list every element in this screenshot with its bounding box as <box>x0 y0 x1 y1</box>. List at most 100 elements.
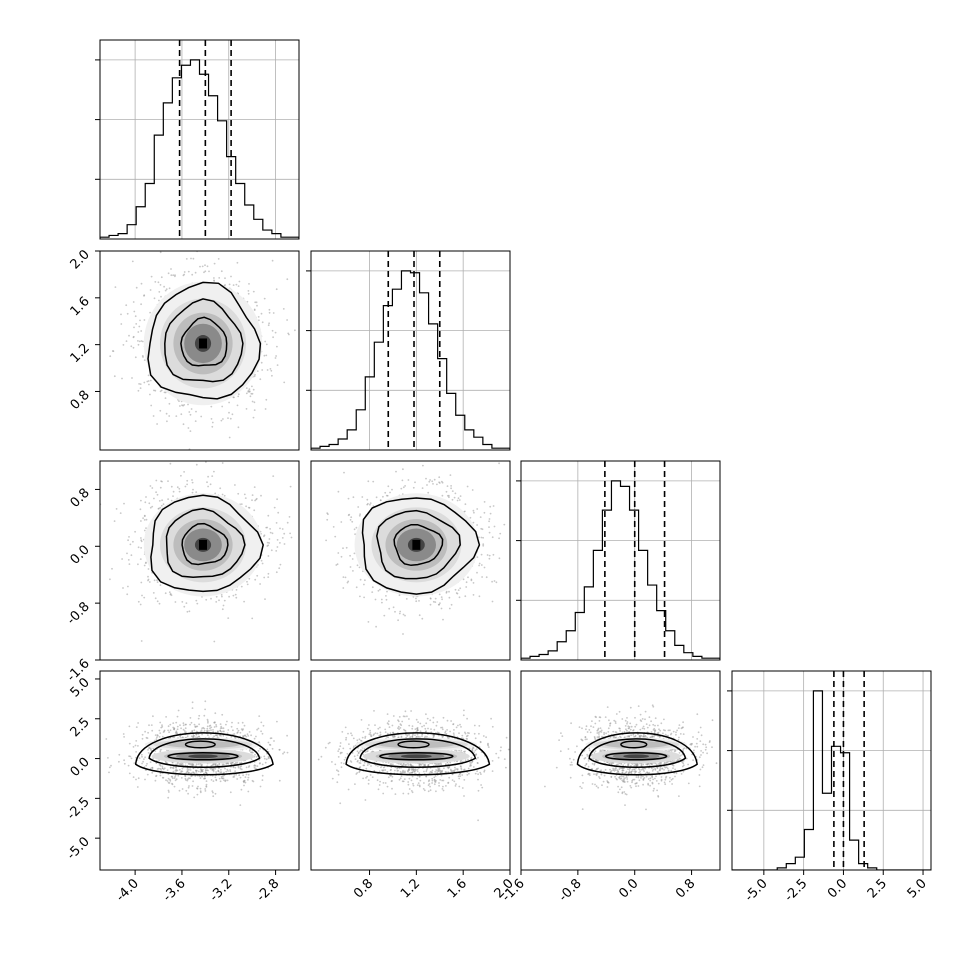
sample-point <box>134 315 137 318</box>
sample-point <box>180 474 182 477</box>
sample-point <box>265 354 268 357</box>
sample-point <box>158 299 160 302</box>
sample-point <box>425 477 427 480</box>
sample-point <box>337 490 340 493</box>
sample-point <box>146 762 148 765</box>
sample-point <box>189 413 192 416</box>
sample-point <box>148 581 151 583</box>
sample-point <box>255 301 258 304</box>
sample-point <box>149 393 151 396</box>
sample-point <box>398 612 401 615</box>
sample-point <box>227 617 230 619</box>
sample-point <box>135 751 138 753</box>
sample-point <box>133 326 135 329</box>
sample-point <box>227 417 229 419</box>
sample-point <box>198 723 201 726</box>
sample-point <box>275 550 278 552</box>
sample-point <box>350 516 353 519</box>
sample-point <box>233 774 236 776</box>
sample-point <box>187 270 190 273</box>
sample-point <box>354 533 356 536</box>
sample-point <box>391 488 393 491</box>
sample-point <box>353 528 356 531</box>
sample-point <box>270 549 273 552</box>
sample-point <box>144 730 147 733</box>
sample-point <box>421 617 424 620</box>
sample-point <box>434 597 437 600</box>
sample-point <box>119 512 122 514</box>
sample-point <box>160 295 162 298</box>
sample-point <box>220 419 223 422</box>
sample-point <box>132 746 135 748</box>
sample-point <box>185 258 188 260</box>
sample-point <box>234 770 237 772</box>
sample-point <box>366 498 369 501</box>
sample-point <box>268 322 270 325</box>
sample-point <box>253 375 256 378</box>
sample-point <box>366 503 369 506</box>
sample-point <box>402 633 404 635</box>
sample-point <box>174 275 176 278</box>
sample-point <box>482 543 485 546</box>
sample-point <box>349 566 352 568</box>
sample-point <box>123 762 126 765</box>
sample-point <box>196 602 199 605</box>
sample-point <box>351 558 354 560</box>
sample-point <box>422 464 424 467</box>
sample-point <box>237 729 240 732</box>
sample-point <box>276 345 278 348</box>
sample-point <box>197 763 200 765</box>
sample-point <box>256 574 259 577</box>
sample-point <box>220 594 223 596</box>
sample-point <box>374 598 377 601</box>
sample-point <box>257 727 260 730</box>
sample-point <box>135 778 137 781</box>
sample-point <box>268 542 270 544</box>
sample-point <box>313 754 315 756</box>
sample-point <box>276 546 279 548</box>
sample-point <box>470 579 473 582</box>
sample-point <box>450 485 452 487</box>
sample-point <box>110 764 112 767</box>
sample-point <box>178 490 181 493</box>
sample-point <box>369 502 372 504</box>
sample-point <box>489 505 492 508</box>
sample-point <box>186 483 189 486</box>
sample-point <box>221 405 224 408</box>
sample-point <box>402 486 405 489</box>
sample-point <box>438 481 440 484</box>
sample-point <box>476 556 479 558</box>
sample-point <box>451 490 454 492</box>
sample-point <box>140 330 143 332</box>
sample-point <box>488 557 491 560</box>
sample-point <box>170 274 173 277</box>
sample-point <box>247 390 250 393</box>
sample-point <box>192 257 195 260</box>
sample-point <box>169 729 172 732</box>
sample-point <box>172 495 174 497</box>
sample-point <box>234 766 237 769</box>
sample-point <box>358 514 361 517</box>
sample-point <box>239 804 242 806</box>
sample-point <box>188 241 190 243</box>
sample-point <box>492 505 495 507</box>
sample-point <box>431 480 434 483</box>
sample-point <box>491 580 493 583</box>
sample-point <box>251 751 254 754</box>
sample-point <box>464 595 467 598</box>
sample-point <box>485 576 488 579</box>
sample-point <box>143 596 146 599</box>
sample-point <box>355 586 358 589</box>
sample-point <box>488 520 490 523</box>
sample-point <box>138 325 141 328</box>
sample-point <box>175 415 178 417</box>
sample-point <box>498 537 500 540</box>
sample-point <box>415 597 417 600</box>
sample-point <box>223 494 226 497</box>
sample-point <box>260 721 263 724</box>
sample-point <box>256 765 259 767</box>
sample-point <box>147 749 149 751</box>
sample-point <box>405 598 408 600</box>
sample-point <box>123 736 125 738</box>
